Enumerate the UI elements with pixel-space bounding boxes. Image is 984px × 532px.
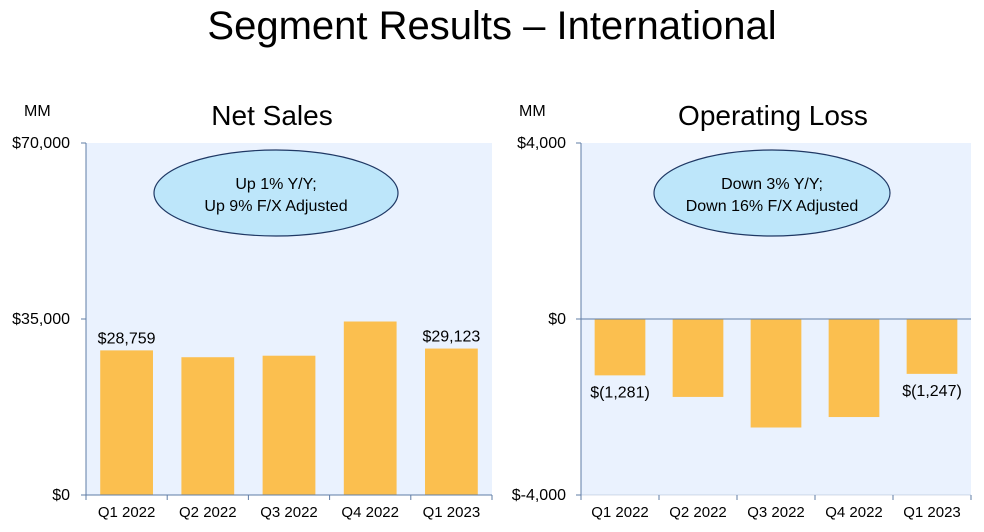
operating-loss-data-label-1: $(1,281) [590, 384, 650, 401]
operating-loss-unit-label: MM [519, 103, 546, 120]
net-sales-callout [153, 149, 399, 237]
operating-loss-bar-2 [672, 319, 724, 397]
net-sales-y-tick-1: $0 [52, 487, 70, 504]
operating-loss-x-tick-4: Q4 2022 [825, 504, 883, 521]
net-sales-x-tick-3: Q3 2022 [260, 504, 318, 521]
net-sales-title: Net Sales [211, 100, 332, 131]
operating-loss-callout-line-1: Down 3% Y/Y; [721, 176, 823, 193]
operating-loss-x-tick-2: Q2 2022 [669, 504, 727, 521]
net-sales-x-tick-2: Q2 2022 [179, 504, 237, 521]
operating-loss-title: Operating Loss [678, 100, 868, 131]
net-sales-data-label-5: $29,123 [422, 329, 480, 346]
net-sales-bar-3 [262, 355, 316, 495]
net-sales-bar-2 [181, 357, 235, 495]
operating-loss-bar-4 [828, 319, 880, 418]
operating-loss-x-tick-3: Q3 2022 [747, 504, 805, 521]
operating-loss-y-tick-2: $0 [548, 311, 566, 328]
net-sales-y-tick-2: $35,000 [12, 311, 70, 328]
net-sales-callout-line-1: Up 1% Y/Y; [235, 176, 316, 193]
net-sales-x-tick-4: Q4 2022 [341, 504, 399, 521]
net-sales-x-tick-1: Q1 2022 [98, 504, 156, 521]
operating-loss-bar-1 [594, 319, 646, 376]
operating-loss-y-tick-3: $4,000 [517, 135, 566, 152]
operating-loss-y-tick-1: $-4,000 [512, 487, 566, 504]
operating-loss-bar-5 [906, 319, 958, 374]
net-sales-callout-line-2: Up 9% F/X Adjusted [204, 198, 347, 215]
net-sales-unit-label: MM [24, 103, 51, 120]
net-sales-bar-4 [343, 321, 397, 495]
operating-loss-x-tick-5: Q1 2023 [903, 504, 961, 521]
operating-loss-callout [653, 149, 891, 237]
net-sales-x-tick-5: Q1 2023 [423, 504, 481, 521]
page-title: Segment Results – International [207, 4, 777, 48]
net-sales-data-label-1: $28,759 [98, 330, 156, 347]
operating-loss-bar-3 [750, 319, 802, 428]
operating-loss-x-tick-1: Q1 2022 [591, 504, 649, 521]
net-sales-y-tick-3: $70,000 [12, 135, 70, 152]
operating-loss-callout-line-2: Down 16% F/X Adjusted [686, 198, 859, 215]
net-sales-bar-5 [425, 348, 478, 495]
operating-loss-data-label-5: $(1,247) [902, 383, 962, 400]
net-sales-bar-1 [100, 350, 153, 495]
